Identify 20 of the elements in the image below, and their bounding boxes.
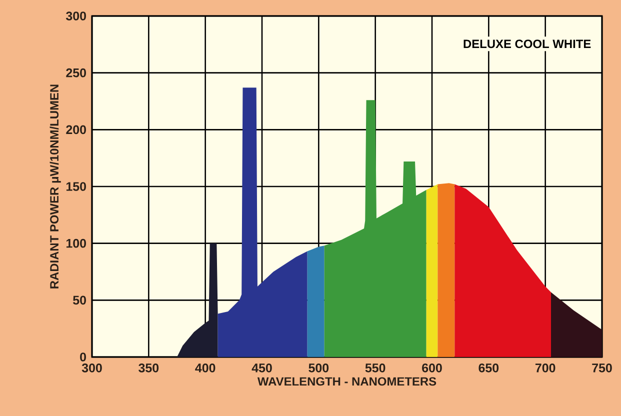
x-tick-label: 400 [195,364,216,372]
x-tick-label: 600 [422,364,442,372]
x-axis-title: WAVELENGTH - NANOMETERS [257,377,436,386]
annotation: DELUXE COOL WHITE [464,40,591,48]
x-tick-label: 550 [365,364,386,372]
y-tick-label: 200 [66,125,86,134]
y-tick-label: 50 [73,296,86,305]
x-tick-label: 350 [138,364,159,372]
x-tick-label: 500 [308,364,329,372]
y-tick-label: 250 [66,68,86,78]
x-tick-label: 700 [535,364,556,372]
x-tick-label: 650 [478,364,499,372]
y-tick-label: 0 [80,352,86,362]
x-tick-label: 750 [592,364,612,372]
y-tick-label: 300 [66,12,86,20]
y-tick-label: 150 [66,182,86,191]
y-tick-label: 100 [66,238,86,248]
y-axis-title: RADIANT POWER μW/10NM/LUMEN [50,84,61,288]
x-tick-label: 300 [82,364,102,372]
x-tick-label: 450 [252,364,272,372]
